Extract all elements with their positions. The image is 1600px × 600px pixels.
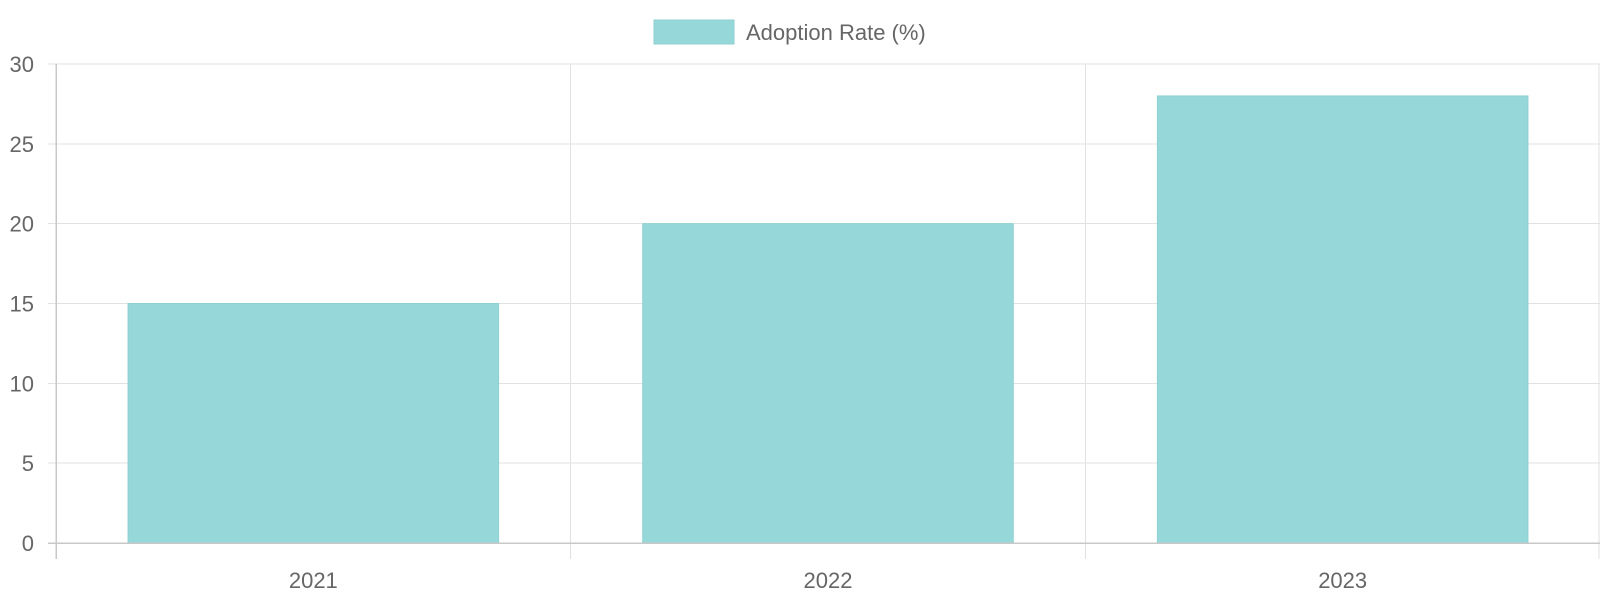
y-tick-label: 15 xyxy=(10,292,34,317)
legend-swatch[interactable] xyxy=(653,19,735,45)
y-axis-tick-labels: 0 5 10 15 20 25 30 xyxy=(10,52,34,556)
y-tick-label: 10 xyxy=(10,371,34,396)
legend[interactable]: Adoption Rate (%) xyxy=(653,19,926,45)
axes xyxy=(48,64,1600,559)
x-tick-label: 2021 xyxy=(289,568,338,593)
y-tick-label: 30 xyxy=(10,52,34,77)
y-tick-label: 25 xyxy=(10,132,34,157)
x-tick-label: 2022 xyxy=(804,568,853,593)
y-tick-label: 20 xyxy=(10,212,34,237)
bars xyxy=(127,95,1529,544)
x-axis-tick-labels: 2021 2022 2023 xyxy=(289,568,1367,593)
x-tick-label: 2023 xyxy=(1318,568,1367,593)
bar-2022[interactable] xyxy=(642,223,1014,544)
bar-2023[interactable] xyxy=(1156,95,1529,544)
y-tick-label: 5 xyxy=(22,451,34,476)
legend-label[interactable]: Adoption Rate (%) xyxy=(746,20,926,45)
y-tick-label: 0 xyxy=(22,531,34,556)
bar-2021[interactable] xyxy=(127,303,500,544)
